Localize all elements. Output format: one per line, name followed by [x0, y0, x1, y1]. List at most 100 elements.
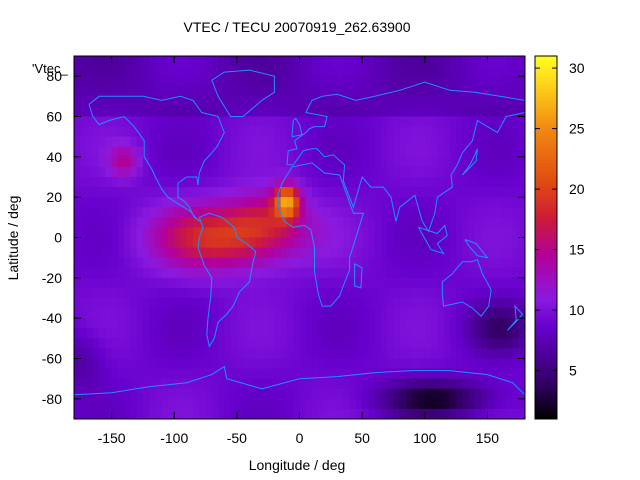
heatmap-cell: [368, 348, 376, 360]
heatmap-cell: [180, 247, 188, 259]
heatmap-cell: [493, 217, 501, 229]
heatmap-cell: [174, 338, 182, 350]
heatmap-cell: [224, 408, 232, 419]
heatmap-cell: [274, 318, 282, 329]
heatmap-cell: [349, 368, 357, 380]
heatmap-cell: [286, 136, 294, 148]
heatmap-cell: [512, 298, 520, 309]
heatmap-cell: [74, 388, 81, 400]
heatmap-cell: [518, 187, 525, 198]
heatmap-cell: [506, 328, 514, 339]
heatmap-cell: [111, 237, 119, 249]
heatmap-cell: [274, 237, 282, 249]
heatmap-cell: [286, 56, 294, 67]
heatmap-cell: [243, 257, 250, 269]
heatmap-cell: [255, 328, 263, 339]
heatmap-cell: [468, 197, 476, 208]
heatmap-cell: [449, 318, 457, 329]
heatmap-cell: [518, 96, 525, 108]
heatmap-cell: [493, 146, 501, 158]
heatmap-cell: [380, 398, 388, 410]
heatmap-cell: [155, 187, 163, 198]
heatmap-cell: [312, 207, 319, 218]
heatmap-cell: [387, 156, 395, 168]
y-axis-label: Latitude / deg: [5, 196, 21, 281]
heatmap-cell: [456, 247, 463, 259]
heatmap-cell: [80, 136, 88, 148]
heatmap-cell: [149, 76, 157, 87]
heatmap-cell: [318, 136, 326, 148]
heatmap-cell: [211, 96, 219, 108]
heatmap-cell: [418, 146, 426, 158]
heatmap-cell: [380, 86, 388, 97]
heatmap-cell: [249, 217, 257, 229]
heatmap-cell: [512, 237, 520, 249]
heatmap-cell: [243, 126, 250, 138]
heatmap-cell: [412, 348, 420, 360]
heatmap-cell: [343, 328, 351, 339]
heatmap-cell: [387, 348, 395, 360]
heatmap-cell: [80, 237, 88, 249]
heatmap-cell: [268, 146, 276, 158]
heatmap-cell: [355, 388, 363, 400]
heatmap-cell: [418, 277, 426, 289]
heatmap-cell: [387, 338, 395, 350]
heatmap-cell: [230, 267, 238, 279]
heatmap-cell: [343, 237, 351, 249]
heatmap-cell: [393, 166, 401, 178]
heatmap-cell: [268, 116, 276, 128]
heatmap-cell: [349, 328, 357, 339]
heatmap-cell: [312, 116, 319, 128]
heatmap-cell: [518, 116, 525, 128]
heatmap-cell: [324, 408, 332, 419]
heatmap-cell: [405, 247, 413, 259]
heatmap-cell: [424, 146, 432, 158]
heatmap-cell: [449, 126, 457, 138]
heatmap-cell: [186, 136, 194, 148]
heatmap-cell: [74, 156, 81, 168]
heatmap-cell: [405, 308, 413, 319]
heatmap-cell: [474, 237, 482, 249]
heatmap-cell: [431, 348, 438, 360]
heatmap-cell: [349, 146, 357, 158]
heatmap-cell: [349, 116, 357, 128]
heatmap-cell: [130, 408, 138, 419]
heatmap-cell: [92, 298, 100, 309]
heatmap-cell: [468, 267, 476, 279]
heatmap-cell: [468, 146, 476, 158]
heatmap-cell: [236, 106, 244, 118]
heatmap-cell: [99, 308, 106, 319]
heatmap-cell: [418, 237, 426, 249]
heatmap-cell: [205, 136, 213, 148]
heatmap-cell: [80, 227, 88, 239]
heatmap-cell: [130, 398, 138, 410]
heatmap-cell: [362, 116, 369, 128]
coastline: [211, 69, 275, 117]
heatmap-cell: [105, 338, 113, 350]
colorbar-tick-label: 5: [569, 363, 577, 379]
heatmap-cell: [155, 287, 163, 299]
heatmap-cell: [312, 126, 319, 138]
heatmap-cell: [130, 267, 138, 279]
heatmap-cell: [199, 328, 207, 339]
heatmap-cell: [312, 187, 319, 198]
heatmap-cell: [261, 378, 269, 390]
heatmap-cell: [449, 348, 457, 360]
heatmap-cell: [205, 156, 213, 168]
heatmap-cell: [355, 207, 363, 218]
heatmap-cell: [506, 126, 514, 138]
heatmap-cell: [305, 76, 313, 87]
heatmap-cell: [343, 398, 351, 410]
heatmap-cell: [299, 56, 307, 67]
heatmap-cell: [424, 86, 432, 97]
heatmap-cell: [493, 398, 501, 410]
heatmap-cell: [318, 398, 326, 410]
heatmap-cell: [399, 96, 407, 108]
heatmap-cell: [130, 66, 138, 77]
heatmap-cell: [487, 146, 495, 158]
heatmap-cell: [299, 378, 307, 390]
heatmap-cell: [405, 166, 413, 178]
heatmap-cell: [312, 227, 319, 239]
heatmap-cell: [124, 368, 131, 380]
heatmap-cell: [230, 156, 238, 168]
